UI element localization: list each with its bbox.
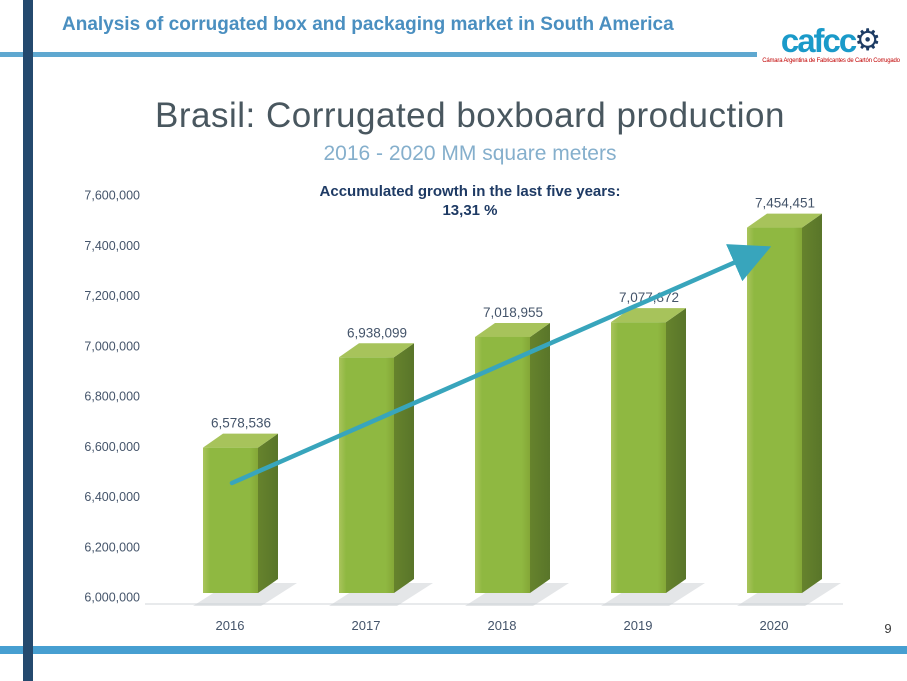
- bar-front-face: [203, 447, 258, 593]
- logo-text: cafcc: [780, 22, 857, 59]
- x-axis-label: 2017: [352, 618, 381, 633]
- bar-2019: 7,077,8722019: [601, 290, 705, 633]
- y-tick-label: 6,600,000: [84, 440, 140, 454]
- bar-shadow: [193, 583, 297, 606]
- bar-2016: 6,578,536 2016: [193, 416, 297, 633]
- bar-front-face: [339, 357, 394, 593]
- chart-subtitle: 2016 - 2020 MM square meters: [323, 142, 617, 165]
- bar-shadow: [737, 583, 841, 606]
- bottom-accent-bar: [0, 646, 907, 654]
- y-tick-label: 6,400,000: [84, 490, 140, 504]
- bar-front-face: [747, 227, 802, 593]
- bar-top-face: [203, 433, 278, 448]
- bar-value-label: 6,578,536: [211, 416, 271, 431]
- logo-wordmark: cafcc ⚙: [760, 24, 902, 57]
- bar-shadow: [465, 583, 569, 606]
- bar-top-face: [339, 343, 414, 358]
- x-axis-label: 2019: [624, 618, 653, 633]
- left-accent-bar: [23, 0, 33, 681]
- x-axis-label: 2018: [488, 618, 517, 633]
- y-tick-label: 7,000,000: [84, 339, 140, 353]
- gear-icon: ⚙: [854, 22, 882, 58]
- bar-top-face: [611, 308, 686, 323]
- bar-top-face: [475, 322, 550, 337]
- bar-shadow: [329, 583, 433, 606]
- bar-top-face: [747, 213, 822, 228]
- bar-2020: 7,454,451 2020: [737, 196, 841, 633]
- bar-chart: 7,600,000 7,400,000 7,200,000 7,000,000 6,80…: [50, 178, 870, 658]
- growth-annotation-line1: Accumulated growth in the last five year…: [319, 183, 621, 200]
- bar-2017: 6,938,099 2017: [329, 325, 433, 633]
- y-tick-label: 7,600,000: [84, 189, 140, 203]
- bar-front-face: [475, 336, 530, 593]
- x-axis-label: 2020: [760, 618, 789, 633]
- page-number: 9: [884, 621, 892, 636]
- logo-tagline: Cámara Argentina de Fabricantes de Cartó…: [762, 58, 900, 64]
- growth-annotation: Accumulated growth in the last five year…: [33, 182, 907, 220]
- bar-side-face: [530, 322, 550, 593]
- header-divider-line: [0, 52, 757, 57]
- growth-annotation-line2: 13,31 %: [442, 202, 498, 219]
- title-block: Brasil: Corrugated boxboard production 2…: [33, 96, 907, 166]
- y-tick-label: 6,200,000: [84, 540, 140, 554]
- y-tick-label: 6,000,000: [84, 591, 140, 605]
- bar-value-label: 7,018,955: [483, 305, 543, 320]
- x-axis-label: 2016: [216, 618, 245, 633]
- y-tick-label: 7,200,000: [84, 289, 140, 303]
- bar-side-face: [666, 308, 686, 593]
- bar-value-label: 6,938,099: [347, 325, 407, 340]
- chart-title: Brasil: Corrugated boxboard production: [155, 96, 785, 135]
- bar-2018: 7,018,955 2018: [465, 305, 569, 633]
- y-tick-label: 6,800,000: [84, 390, 140, 404]
- bar-value-label: 7,454,451: [755, 196, 815, 211]
- header-title: Analysis of corrugated box and packaging…: [62, 14, 674, 35]
- trend-line: [229, 244, 772, 486]
- bar-shadow: [601, 583, 705, 606]
- bar-side-face: [802, 213, 822, 593]
- y-tick-label: 7,400,000: [84, 239, 140, 253]
- bar-side-face: [258, 433, 278, 593]
- production-bar-chart-svg: 7,600,000 7,400,000 7,200,000 7,000,000 6,80…: [84, 189, 843, 633]
- bar-front-face: [611, 322, 666, 593]
- cafcco-logo: cafcc ⚙ Cámara Argentina de Fabricantes …: [760, 24, 902, 64]
- bar-side-face: [394, 343, 414, 593]
